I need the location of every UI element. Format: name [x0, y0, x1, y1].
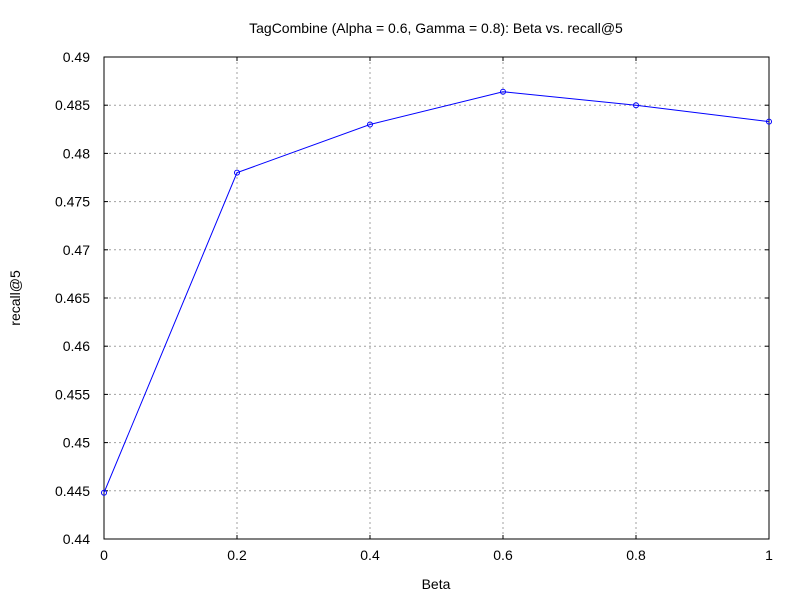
axis-ticks: 0 0.2 0.4 0.6 0.8 1 0.44 0.445 0.45 0.455 0.46 0.46… — [55, 49, 773, 563]
grid — [104, 57, 769, 539]
x-tick-label: 1 — [765, 547, 773, 563]
y-tick-label: 0.46 — [63, 338, 90, 354]
y-tick-label: 0.465 — [55, 290, 90, 306]
y-tick-label: 0.455 — [55, 386, 90, 402]
x-tick-label: 0.2 — [227, 547, 247, 563]
x-tick-label: 0.8 — [626, 547, 646, 563]
data-point — [101, 489, 107, 496]
x-tick-label: 0 — [100, 547, 108, 563]
y-tick-label: 0.48 — [63, 145, 90, 161]
data-point — [500, 88, 506, 95]
y-tick-label: 0.445 — [55, 483, 90, 499]
series-layer — [101, 88, 772, 496]
x-tick-label: 0.6 — [493, 547, 513, 563]
data-point — [633, 102, 639, 109]
series-line — [103, 91, 770, 493]
y-tick-label: 0.44 — [63, 531, 90, 547]
data-point — [367, 121, 373, 128]
y-tick-label: 0.45 — [63, 435, 90, 451]
y-tick-label: 0.47 — [63, 242, 90, 258]
y-tick-label: 0.475 — [55, 194, 90, 210]
data-point — [234, 169, 240, 176]
y-tick-label: 0.485 — [55, 97, 90, 113]
x-axis-label: Beta — [422, 576, 451, 592]
chart-title: TagCombine (Alpha = 0.6, Gamma = 0.8): B… — [249, 20, 623, 36]
y-tick-label: 0.49 — [63, 49, 90, 65]
x-tick-label: 0.4 — [360, 547, 380, 563]
data-point — [766, 118, 772, 125]
y-axis-label: recall@5 — [7, 270, 23, 326]
